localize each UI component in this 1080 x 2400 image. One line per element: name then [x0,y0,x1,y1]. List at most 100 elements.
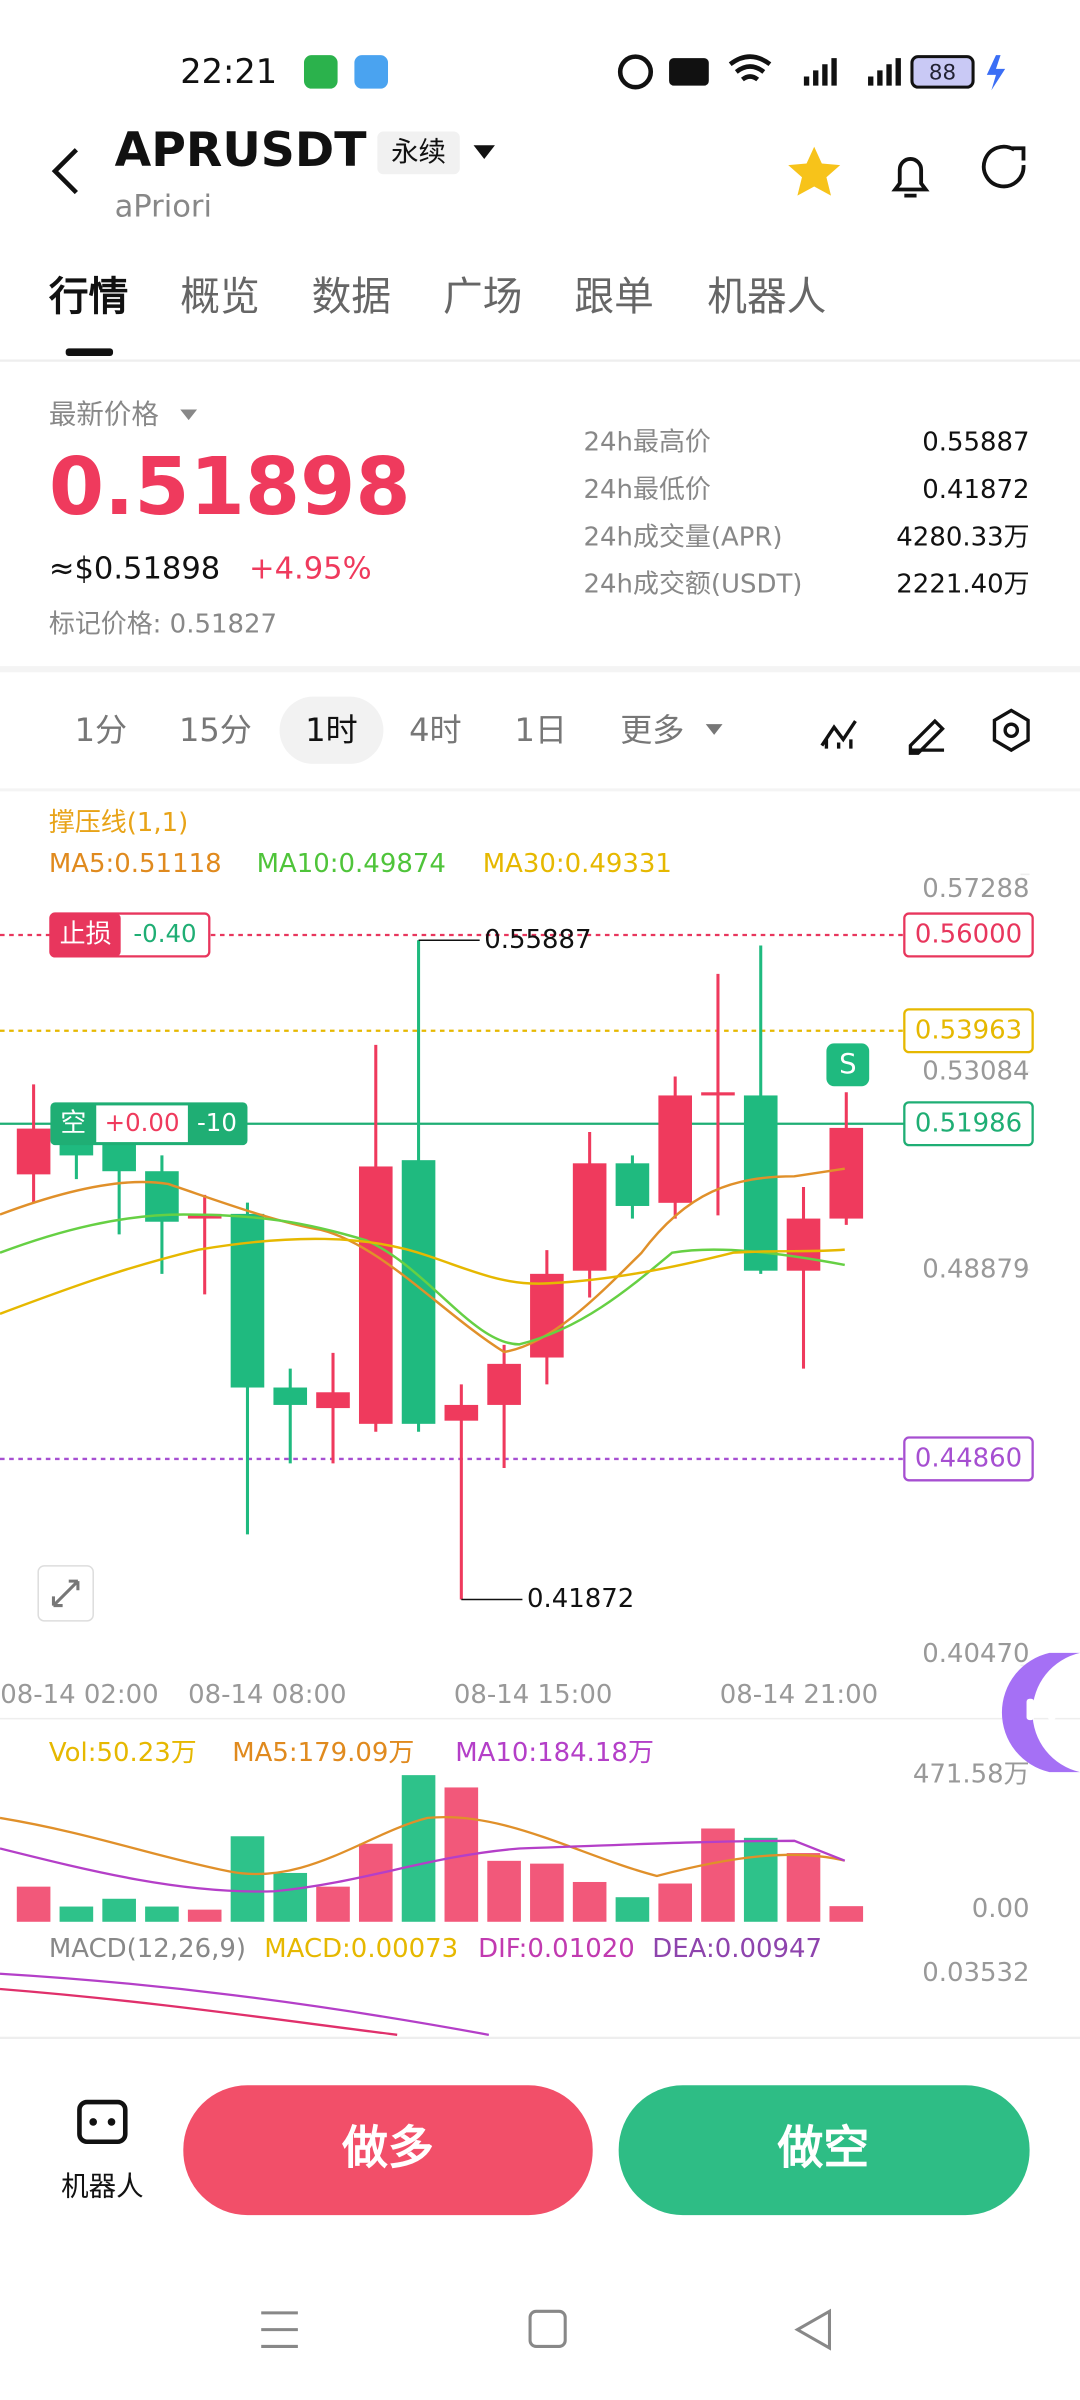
indicator-button[interactable] [820,720,857,749]
macd-label: MACD(12,26,9) [49,1934,246,1964]
settings-button[interactable] [992,708,1030,753]
macd-panel: MACD(12,26,9) MACD:0.00073 DIF:0.01020 DEA:… [49,1934,1030,1988]
section-gap [0,666,1080,673]
interval-bar: 1分 15分 1时 4时 1日 更多 [75,711,685,749]
candle-body [572,1163,607,1271]
interval[interactable]: 1分 [75,711,127,749]
position-pnl: +0.00 [105,1108,180,1137]
interval[interactable]: 4时 [409,711,461,749]
short-button[interactable] [618,2085,1030,2216]
volume-bar [530,1863,564,1922]
price-level-label: 0.44860 [915,1443,1022,1473]
settings-dot [1003,722,1020,739]
nav-menu[interactable] [261,2311,298,2348]
share-button[interactable] [981,144,1026,189]
clock: 22:21 [180,52,277,91]
volume-label: Vol:50.23万 [49,1738,197,1768]
price-dropdown[interactable] [180,409,198,421]
candle-body [743,1095,778,1271]
price-level-label: 0.53963 [915,1015,1022,1045]
tab[interactable]: 概览 [180,274,259,320]
long-label: 做多 [341,2120,434,2174]
candle-body [701,1092,735,1096]
contract-badge[interactable] [377,131,460,175]
tab[interactable]: 广场 [443,274,522,320]
price-level-box [903,1008,1034,1054]
robot-label[interactable]: 机器人 [61,2171,143,2203]
ma-label: MA30:0.49331 [483,849,672,879]
indicator-label: 撑压线(1,1) [49,808,188,838]
interval[interactable]: 1时 [305,711,357,749]
candle-body [658,1095,692,1203]
symbol: APRUSDT [115,123,368,178]
signal-badge [826,1043,870,1087]
robot-icon[interactable] [77,2099,128,2145]
assistant-eye [1047,1698,1056,1721]
price-level-box [903,912,1034,958]
candle-body [16,1128,51,1175]
volume-bar [401,1775,436,1922]
interval[interactable]: 1日 [515,711,567,749]
price-label: 最新价格 [49,399,159,431]
volume-panel: Vol:50.23万 MA5:179.09万 MA10:184.18万 471.58万… [16,1738,1030,1924]
stop-loss-value: -0.40 [133,919,196,948]
position-size: -10 [197,1108,237,1137]
candle-body [316,1392,350,1409]
dropdown-arrow[interactable] [473,145,495,159]
y-tick-label: 0.40470 [922,1639,1029,1669]
tab[interactable]: 数据 [312,274,391,320]
signal-icon [803,58,901,86]
volume-axis-label: 0.00 [972,1894,1030,1924]
battery-level: 88 [929,60,956,85]
candle-body [102,1142,136,1172]
position-side: 空 [60,1108,86,1138]
interval-selected [279,696,384,764]
nav-back[interactable] [794,2308,832,2351]
candle-body [487,1363,521,1405]
app-icon [354,55,389,89]
volume-bar [16,1886,51,1922]
tab[interactable]: 机器人 [707,274,826,320]
asset-name: aPriori [115,189,212,224]
volume-axis-label: 471.58万 [913,1760,1030,1790]
ma30-line [0,1237,845,1315]
assistant-eye [1026,1698,1035,1721]
volume-bar [701,1828,735,1922]
volume-bar [658,1883,692,1922]
wifi-icon [728,54,772,82]
low-label: 0.41872 [527,1584,634,1614]
long-button[interactable] [183,2085,593,2216]
volume-bar [187,1909,222,1922]
hd-icon [669,58,709,86]
volume-bar [829,1906,864,1922]
stop-loss-label: 止损 [60,919,112,949]
volume-bar [273,1872,308,1922]
candle-body [230,1213,265,1388]
interval[interactable]: 更多 [620,711,684,749]
price-level-box [903,1436,1034,1482]
tab[interactable]: 行情 [49,274,128,320]
ma10-line [0,1213,845,1346]
volume-bar [316,1886,350,1922]
candle-body [145,1171,179,1222]
volume-bar [615,1897,650,1922]
more-arrow[interactable] [705,724,723,735]
y-tick-label: 0.48879 [922,1254,1029,1284]
stop-loss-head [50,913,121,957]
interval[interactable]: 15分 [179,711,252,749]
alert-bell[interactable] [891,157,930,198]
favorite-star[interactable] [788,146,841,196]
tab[interactable]: 跟单 [574,274,653,320]
robot-eye [89,2118,98,2126]
draw-button[interactable] [908,718,945,755]
robot-eye [107,2118,116,2126]
volume-bar [572,1881,607,1922]
floating-assistant[interactable] [1001,1652,1080,1773]
back-button[interactable] [51,148,78,195]
nav-home[interactable] [528,2309,567,2348]
volume-bar [786,1853,821,1922]
dea-line [0,1987,398,2036]
volume-bar [230,1836,265,1922]
macd-label: DIF:0.01020 [478,1934,635,1964]
